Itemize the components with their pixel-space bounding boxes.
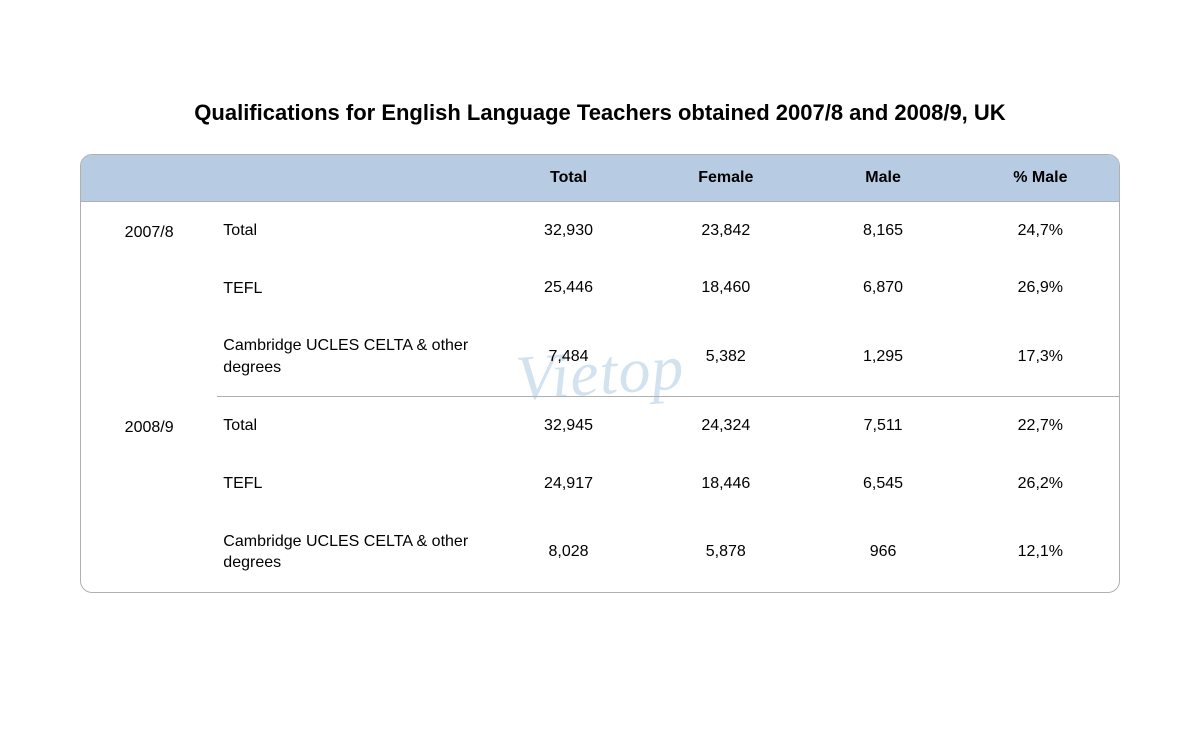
value-female: 23,842 [647, 202, 804, 260]
header-percent-male: % Male [962, 155, 1119, 202]
value-total: 8,028 [490, 513, 647, 592]
value-percent-male: 24,7% [962, 202, 1119, 260]
value-male: 1,295 [804, 317, 961, 397]
value-female: 18,446 [647, 455, 804, 513]
header-female: Female [647, 155, 804, 202]
table-row: 2007/8 Total 32,930 23,842 8,165 24,7% [81, 202, 1119, 260]
year-cell: 2007/8 [81, 202, 217, 397]
header-blank-category [217, 155, 490, 202]
value-male: 966 [804, 513, 961, 592]
table-header-row: Total Female Male % Male [81, 155, 1119, 202]
value-total: 32,930 [490, 202, 647, 260]
value-male: 6,545 [804, 455, 961, 513]
value-male: 7,511 [804, 397, 961, 455]
value-female: 24,324 [647, 397, 804, 455]
category-cell: Cambridge UCLES CELTA & other degrees [217, 513, 490, 592]
category-cell: Total [217, 397, 490, 455]
category-cell: TEFL [217, 260, 490, 318]
table-row: TEFL 24,917 18,446 6,545 26,2% [81, 455, 1119, 513]
value-male: 6,870 [804, 260, 961, 318]
header-total: Total [490, 155, 647, 202]
category-cell: Total [217, 202, 490, 260]
table-row: TEFL 25,446 18,460 6,870 26,9% [81, 260, 1119, 318]
category-cell: TEFL [217, 455, 490, 513]
value-female: 18,460 [647, 260, 804, 318]
value-total: 24,917 [490, 455, 647, 513]
table-row: Cambridge UCLES CELTA & other degrees 7,… [81, 317, 1119, 397]
header-male: Male [804, 155, 961, 202]
value-percent-male: 17,3% [962, 317, 1119, 397]
value-female: 5,878 [647, 513, 804, 592]
value-percent-male: 12,1% [962, 513, 1119, 592]
header-blank-year [81, 155, 217, 202]
value-male: 8,165 [804, 202, 961, 260]
value-percent-male: 26,2% [962, 455, 1119, 513]
value-total: 25,446 [490, 260, 647, 318]
data-table-container: Vietop Total Female Male % Male 2007/8 T… [80, 154, 1120, 593]
page-title: Qualifications for English Language Teac… [80, 100, 1120, 126]
value-total: 7,484 [490, 317, 647, 397]
value-female: 5,382 [647, 317, 804, 397]
table-row: 2008/9 Total 32,945 24,324 7,511 22,7% [81, 397, 1119, 455]
value-percent-male: 26,9% [962, 260, 1119, 318]
table-row: Cambridge UCLES CELTA & other degrees 8,… [81, 513, 1119, 592]
value-total: 32,945 [490, 397, 647, 455]
year-cell: 2008/9 [81, 397, 217, 592]
qualifications-table: Total Female Male % Male 2007/8 Total 32… [81, 155, 1119, 592]
category-cell: Cambridge UCLES CELTA & other degrees [217, 317, 490, 397]
value-percent-male: 22,7% [962, 397, 1119, 455]
